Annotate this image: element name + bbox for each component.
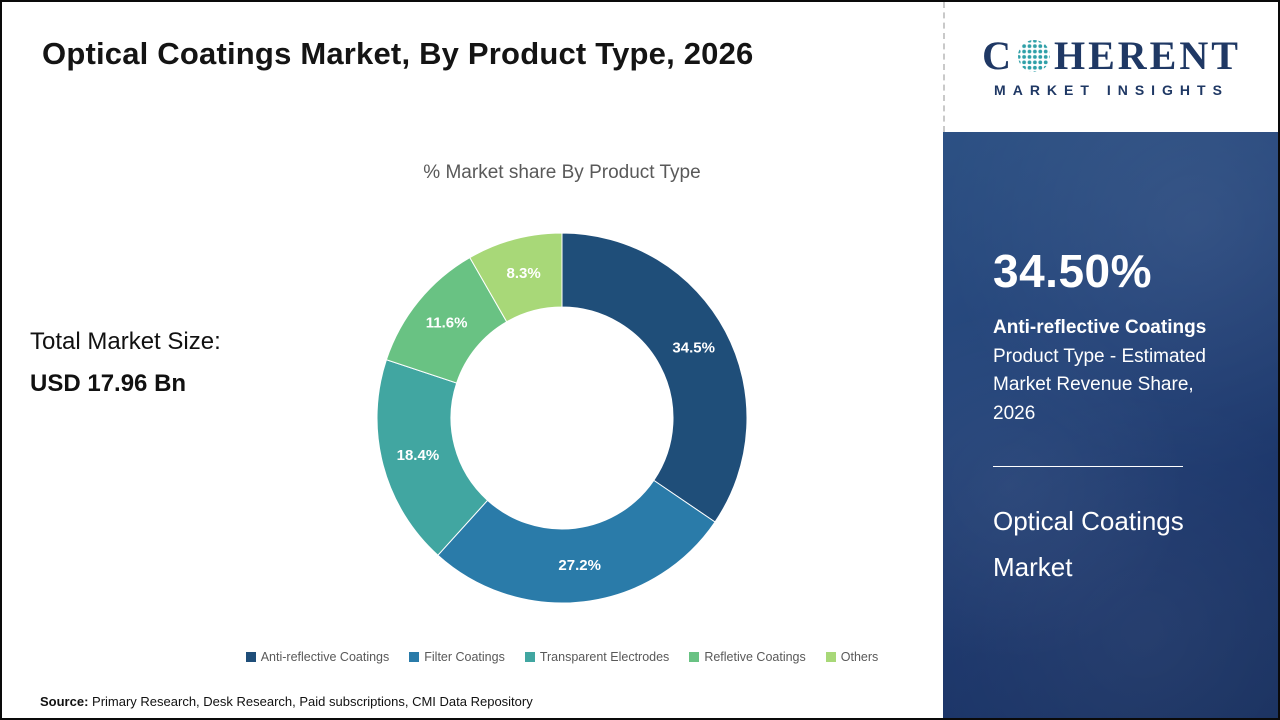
- donut-segment-2: [437, 479, 716, 604]
- logo-text-prefix: C: [982, 33, 1014, 78]
- source-line: Source: Primary Research, Desk Research,…: [40, 694, 533, 709]
- brand-logo: C HERENT: [982, 36, 1241, 76]
- legend-label: Filter Coatings: [424, 650, 505, 664]
- donut-data-label-1: 34.5%: [672, 339, 715, 356]
- legend-item-4: Refletive Coatings: [689, 650, 806, 664]
- logo-tagline: MARKET INSIGHTS: [994, 82, 1229, 98]
- chart-legend: Anti-reflective Coatings Filter Coatings T…: [152, 650, 972, 664]
- legend-item-5: Others: [825, 650, 879, 664]
- donut-data-label-2: 27.2%: [558, 557, 601, 574]
- donut-data-label-5: 8.3%: [506, 265, 540, 282]
- donut-data-label-3: 18.4%: [397, 447, 440, 464]
- dotted-globe-icon: [1017, 40, 1050, 72]
- page-title: Optical Coatings Market, By Product Type…: [42, 36, 754, 71]
- donut-segment-1: [561, 232, 748, 523]
- highlight-sidebar: 34.50% Anti-reflective Coatings Product …: [943, 132, 1278, 718]
- legend-item-2: Filter Coatings: [409, 650, 505, 664]
- legend-label: Others: [840, 650, 879, 664]
- legend-swatch-icon: [245, 652, 256, 662]
- donut-data-label-4: 11.6%: [426, 315, 468, 332]
- legend-swatch-icon: [524, 652, 535, 662]
- donut-chart-container: 34.5% 27.2% 18.4% 11.6% 8.3%: [372, 228, 752, 608]
- legend-label: Anti-reflective Coatings: [260, 650, 390, 664]
- legend-swatch-icon: [825, 652, 836, 662]
- legend-item-3: Transparent Electrodes: [524, 650, 670, 664]
- legend-swatch-icon: [409, 652, 420, 662]
- logo-text-suffix: HERENT: [1053, 33, 1241, 78]
- brand-logo-area: C HERENT MARKET INSIGHTS: [943, 2, 1278, 132]
- source-text: Primary Research, Desk Research, Paid su…: [88, 694, 533, 709]
- sidebar-market-name: Optical Coatings Market: [993, 506, 1184, 582]
- sidebar-stat-description: Product Type - Estimated Market Revenue …: [993, 345, 1206, 424]
- donut-segment-5: [469, 232, 563, 323]
- legend-label: Transparent Electrodes: [539, 650, 670, 664]
- chart-subtitle: % Market share By Product Type: [423, 162, 701, 183]
- legend-swatch-icon: [689, 652, 700, 662]
- sidebar-divider: [993, 466, 1183, 467]
- donut-chart: 34.5% 27.2% 18.4% 11.6% 8.3%: [376, 232, 748, 604]
- legend-label: Refletive Coatings: [704, 650, 806, 664]
- sidebar-stat-name: Anti-reflective Coatings: [993, 317, 1207, 338]
- legend-item-1: Anti-reflective Coatings: [245, 650, 390, 664]
- source-label: Source:: [40, 694, 89, 709]
- total-market-size-value: USD 17.96 Bn: [30, 370, 187, 397]
- sidebar-stat-value: 34.50%: [993, 245, 1153, 297]
- total-market-size-block: Total Market Size: USD 17.96 Bn: [30, 328, 221, 398]
- total-market-size-label: Total Market Size:: [30, 328, 221, 355]
